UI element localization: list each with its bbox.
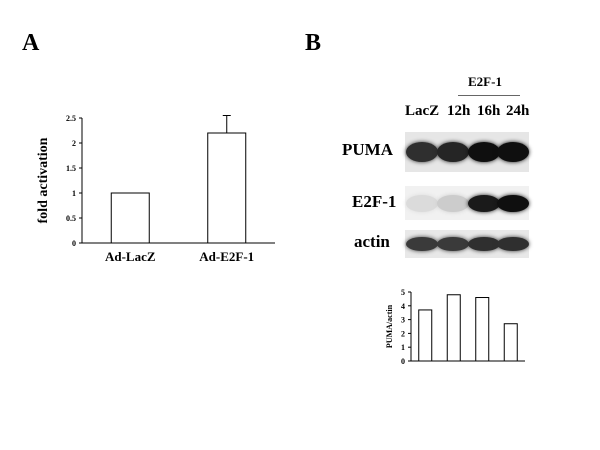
chart-b-y-tick-label: 1 <box>401 343 405 352</box>
lane-label-24h: 24h <box>506 103 530 119</box>
chart-a-y-tick-label: 2.5 <box>66 114 76 123</box>
chart-b-y-tick-label: 3 <box>401 316 405 325</box>
chart-a-y-tick-label: 1 <box>72 189 76 198</box>
chart-b-bar <box>475 297 490 362</box>
chart-a-y-axis-label: fold activation <box>36 137 51 223</box>
blot-band <box>497 142 529 162</box>
treatment-bracket-line <box>458 95 520 96</box>
blot-band <box>406 237 438 251</box>
chart-b-y-axis-label: PUMA/actin <box>385 304 394 348</box>
blot-band <box>406 142 438 162</box>
blot-row-label-e2f1: E2F-1 <box>352 192 397 211</box>
chart-b-y-tick-label: 4 <box>401 302 405 311</box>
blot-band <box>406 194 438 212</box>
panel-label-a: A <box>22 30 40 56</box>
blot-band <box>497 194 529 212</box>
puma-actin-chart: 0 1 2 3 4 5 PUMA/actin <box>385 288 525 366</box>
lane-label-lacz: LacZ <box>405 103 440 119</box>
chart-a-y-tick-label: 0.5 <box>66 214 76 223</box>
blot-band <box>437 237 469 251</box>
blot-band <box>468 237 500 251</box>
chart-b-bar <box>418 309 433 362</box>
fold-activation-chart: 0 0.5 1 1.5 2 2.5 Ad-LacZ Ad-E2F-1 fold activati… <box>36 114 275 264</box>
chart-a-bar <box>207 132 247 244</box>
chart-a-y-tick-label: 0 <box>72 239 76 248</box>
chart-a-category-label: Ad-LacZ <box>105 249 156 264</box>
blot-strip-e2f1 <box>405 186 529 220</box>
chart-a-y-tick-label: 1.5 <box>66 164 76 173</box>
chart-a-y-tick-label: 2 <box>72 139 76 148</box>
chart-b-y-tick-label: 0 <box>401 357 405 366</box>
panel-label-b: B <box>305 30 322 56</box>
blot-strip-puma <box>405 132 529 172</box>
chart-b-y-tick-label: 2 <box>401 329 405 338</box>
treatment-label: E2F-1 <box>468 74 502 89</box>
lane-label-12h: 12h <box>447 103 471 119</box>
chart-a-bar <box>110 192 150 244</box>
blot-band <box>468 194 500 212</box>
blot-row-label-puma: PUMA <box>342 140 393 159</box>
blot-band <box>437 142 469 162</box>
chart-b-bar <box>446 294 461 362</box>
chart-a-category-label: Ad-E2F-1 <box>199 249 254 264</box>
chart-b-bar <box>503 323 518 362</box>
blot-row-label-actin: actin <box>354 232 390 251</box>
blot-band <box>437 194 469 212</box>
blot-strip-actin <box>405 230 529 258</box>
blot-band <box>497 237 529 251</box>
chart-b-y-tick-label: 5 <box>401 288 405 297</box>
blot-band <box>468 142 500 162</box>
lane-label-16h: 16h <box>477 103 501 119</box>
